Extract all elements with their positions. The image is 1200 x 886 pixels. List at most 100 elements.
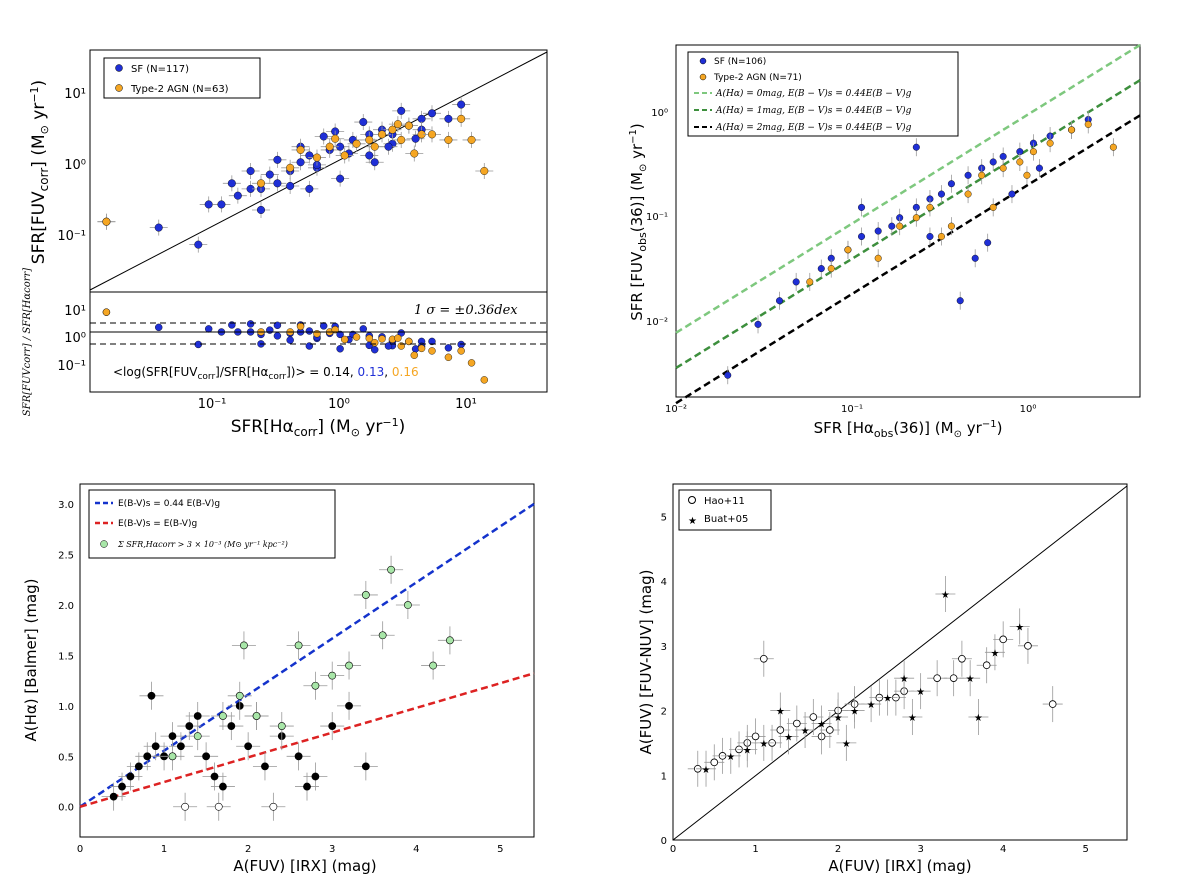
panel-d-legend	[678, 489, 772, 531]
panel-c-point	[193, 712, 202, 720]
panel-d-point-buat: ★	[883, 694, 892, 705]
panel-b-point	[724, 371, 732, 379]
panel-b-point	[1068, 126, 1076, 134]
panel-c-point	[151, 742, 160, 751]
panel-a-point	[233, 191, 242, 200]
panel-c-xtick: 0	[77, 844, 83, 855]
panel-c-point	[446, 636, 454, 645]
panel-a-point	[154, 223, 163, 232]
panel-d-point-buat: ★	[966, 674, 975, 685]
panel-b-point	[971, 254, 979, 262]
panel-d-point-hao	[809, 713, 818, 721]
panel-c-point	[168, 732, 177, 741]
panel-d-point-hao	[759, 654, 768, 663]
panel-b-point	[964, 190, 972, 198]
panel-a-ratio-point	[405, 337, 413, 346]
panel-c-point	[311, 681, 320, 690]
panel-c-legend-blue: E(B-V)s = 0.44 E(B-V)g	[118, 499, 220, 509]
panel-a-point	[305, 184, 314, 193]
panel-d-xtick: 5	[1083, 844, 1089, 855]
panel-d-ytick: 0	[661, 836, 667, 847]
panel-d-legend-buat-marker: ★	[688, 516, 697, 527]
panel-c-point	[143, 752, 152, 761]
panel-a-ratio-point	[352, 333, 361, 341]
panel-d-point-buat: ★	[759, 739, 768, 750]
panel-d-xlabel: A(FUV) [IRX] (mag)	[828, 857, 971, 875]
panel-c-point	[134, 762, 143, 771]
panel-b-point	[844, 246, 852, 254]
panel-a-ratio-point	[305, 327, 314, 335]
panel-c-point	[147, 691, 156, 700]
panel-d-point-buat: ★	[850, 707, 859, 718]
panel-b-point	[1016, 158, 1024, 166]
panel-b-point	[912, 143, 920, 151]
panel-d-point-hao	[793, 719, 801, 728]
panel-a-ratio-point	[378, 335, 386, 343]
panel-b-ylabel: SFR [FUVobs(36)] (M⊙ yr−1)	[628, 123, 649, 321]
panel-d-point-buat: ★	[1015, 622, 1024, 633]
panel-a-point	[273, 179, 282, 188]
panel-a-ratio-point	[246, 320, 255, 328]
panel-a-ratio-point	[204, 325, 213, 333]
panel-d-point-buat: ★	[743, 745, 752, 756]
panel-b-point	[874, 227, 882, 235]
panel-a-ratio-point	[359, 325, 367, 333]
panel-b-point	[937, 190, 945, 198]
panel-a-point	[397, 135, 406, 144]
panel-d-point-buat: ★	[834, 713, 843, 724]
panel-b-legend-2mag: A(Hα) = 2mag, E(B − V)s = 0.44E(B − V)g	[715, 122, 912, 133]
panel-c-point	[202, 752, 211, 761]
panel-c-point	[328, 671, 337, 680]
panel-b-model-line	[675, 43, 1141, 334]
panel-c-xtick: 2	[245, 844, 251, 855]
panel-a-ratio-point	[102, 308, 111, 316]
panel-d-point-hao	[933, 674, 941, 682]
panel-c-point	[109, 792, 118, 801]
panel-b-point	[896, 222, 904, 230]
panel-b-point	[1046, 139, 1054, 147]
panel-a-ratio-point	[365, 334, 373, 343]
panel-d-point-buat: ★	[702, 765, 711, 776]
panel-a-ratio-point	[320, 322, 328, 330]
panel-a-ratio-point	[480, 376, 488, 384]
panel-b-point	[999, 164, 1007, 172]
panel-a-xlabel: SFR[Hαcorr] (M⊙ yr−1)	[231, 416, 406, 439]
panel-a-point	[273, 155, 282, 164]
panel-d-ytick: 5	[661, 512, 667, 523]
panel-b-point	[806, 278, 814, 286]
panel-a-point	[246, 166, 255, 175]
panel-a-ratio-point	[273, 321, 282, 330]
panel-a-mean-label: <log(SFR[FUVcorr]/SFR[Hαcorr])> = 0.14, …	[113, 365, 419, 382]
panel-a-point	[427, 130, 436, 139]
panel-a-ratio-ytick: 10¹	[64, 304, 86, 319]
panel-a-point	[417, 114, 426, 123]
panel-d-ytick: 3	[661, 642, 667, 653]
panel-b-ytick: 10⁻²	[646, 317, 668, 328]
panel-a-point	[325, 142, 334, 151]
panel-a-point	[331, 134, 340, 143]
panel-c-point	[261, 762, 269, 771]
panel-a-xtick: 10⁻¹	[198, 397, 227, 412]
panel-a-point	[444, 114, 453, 123]
panel-a-point	[286, 163, 295, 172]
panel-a-point	[404, 121, 413, 130]
panel-d-point-hao	[710, 758, 719, 767]
panel-c-ytick: 3.0	[58, 500, 74, 511]
panel-b-point	[888, 222, 896, 230]
panel-a-point	[457, 100, 466, 109]
panel-a-ytick: 10⁻¹	[57, 229, 86, 244]
panel-a-ratio-point	[397, 329, 405, 337]
panel-a-point	[256, 205, 265, 214]
panel-a-point	[365, 135, 374, 144]
panel-a-ytick: 10⁰	[64, 158, 86, 173]
panel-a-point	[480, 166, 489, 175]
panel-c-xtick: 4	[413, 844, 419, 855]
panel-b-point	[912, 214, 920, 222]
panel-d-point-hao	[1024, 642, 1032, 650]
panel-a-ratio-point	[428, 347, 436, 355]
panel-b-point	[792, 278, 800, 286]
panel-a: 10¹ 10⁰ 10⁻¹ 10¹ 10⁰ 10⁻¹ 10⁻¹ 10⁰ 10¹ S…	[22, 49, 548, 439]
panel-b-point	[989, 203, 997, 211]
panel-b-model-line	[675, 114, 1141, 405]
panel-c-ytick: 1.0	[58, 702, 74, 713]
